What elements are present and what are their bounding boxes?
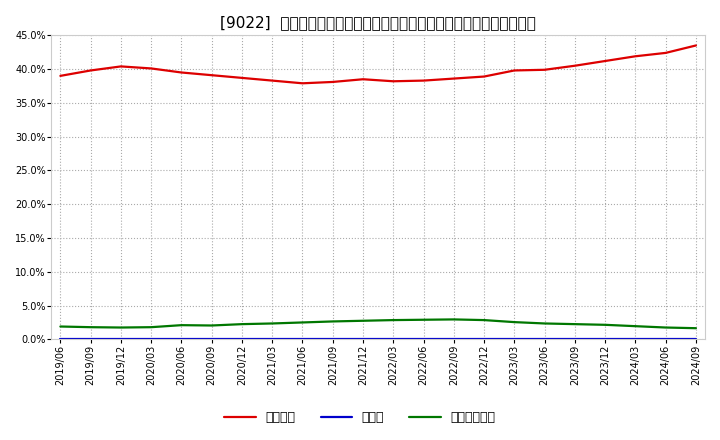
のれん <box>692 337 701 342</box>
Line: 自己資本: 自己資本 <box>60 45 696 83</box>
繰延税金資産 <box>600 322 609 327</box>
のれん <box>56 337 65 342</box>
繰延税金資産 <box>449 317 458 322</box>
自己資本 <box>238 75 246 81</box>
繰延税金資産 <box>177 323 186 328</box>
自己資本 <box>480 74 488 79</box>
自己資本 <box>328 79 337 84</box>
繰延税金資産 <box>207 323 216 328</box>
自己資本 <box>631 54 639 59</box>
繰延税金資産 <box>328 319 337 324</box>
のれん <box>177 337 186 342</box>
繰延税金資産 <box>389 317 397 323</box>
のれん <box>86 337 95 342</box>
Line: 繰延税金資産: 繰延税金資産 <box>60 319 696 328</box>
のれん <box>328 337 337 342</box>
自己資本 <box>177 70 186 75</box>
繰延税金資産 <box>86 325 95 330</box>
のれん <box>631 337 639 342</box>
のれん <box>600 337 609 342</box>
自己資本 <box>359 77 367 82</box>
自己資本 <box>510 68 518 73</box>
のれん <box>510 337 518 342</box>
のれん <box>117 337 125 342</box>
繰延税金資産 <box>692 326 701 331</box>
のれん <box>480 337 488 342</box>
自己資本 <box>207 73 216 78</box>
Legend: 自己資本, のれん, 繰延税金資産: 自己資本, のれん, 繰延税金資産 <box>220 407 500 429</box>
自己資本 <box>570 63 579 68</box>
自己資本 <box>389 79 397 84</box>
繰延税金資産 <box>359 318 367 323</box>
Title: [9022]  自己資本、のれん、繰延税金資産の総資産に対する比率の推移: [9022] 自己資本、のれん、繰延税金資産の総資産に対する比率の推移 <box>220 15 536 30</box>
自己資本 <box>692 43 701 48</box>
繰延税金資産 <box>662 325 670 330</box>
繰延税金資産 <box>570 322 579 327</box>
のれん <box>449 337 458 342</box>
自己資本 <box>298 81 307 86</box>
自己資本 <box>56 73 65 78</box>
のれん <box>389 337 397 342</box>
繰延税金資産 <box>298 320 307 325</box>
繰延税金資産 <box>419 317 428 323</box>
繰延税金資産 <box>510 319 518 325</box>
自己資本 <box>662 50 670 55</box>
自己資本 <box>600 59 609 64</box>
繰延税金資産 <box>631 323 639 329</box>
自己資本 <box>419 78 428 83</box>
のれん <box>298 337 307 342</box>
自己資本 <box>86 68 95 73</box>
のれん <box>268 337 276 342</box>
のれん <box>207 337 216 342</box>
自己資本 <box>540 67 549 73</box>
のれん <box>419 337 428 342</box>
繰延税金資産 <box>56 324 65 329</box>
自己資本 <box>449 76 458 81</box>
自己資本 <box>117 64 125 69</box>
自己資本 <box>147 66 156 71</box>
のれん <box>540 337 549 342</box>
繰延税金資産 <box>117 325 125 330</box>
のれん <box>662 337 670 342</box>
繰延税金資産 <box>268 321 276 326</box>
自己資本 <box>268 78 276 83</box>
のれん <box>147 337 156 342</box>
繰延税金資産 <box>147 325 156 330</box>
繰延税金資産 <box>238 322 246 327</box>
のれん <box>359 337 367 342</box>
繰延税金資産 <box>540 321 549 326</box>
のれん <box>570 337 579 342</box>
のれん <box>238 337 246 342</box>
繰延税金資産 <box>480 317 488 323</box>
